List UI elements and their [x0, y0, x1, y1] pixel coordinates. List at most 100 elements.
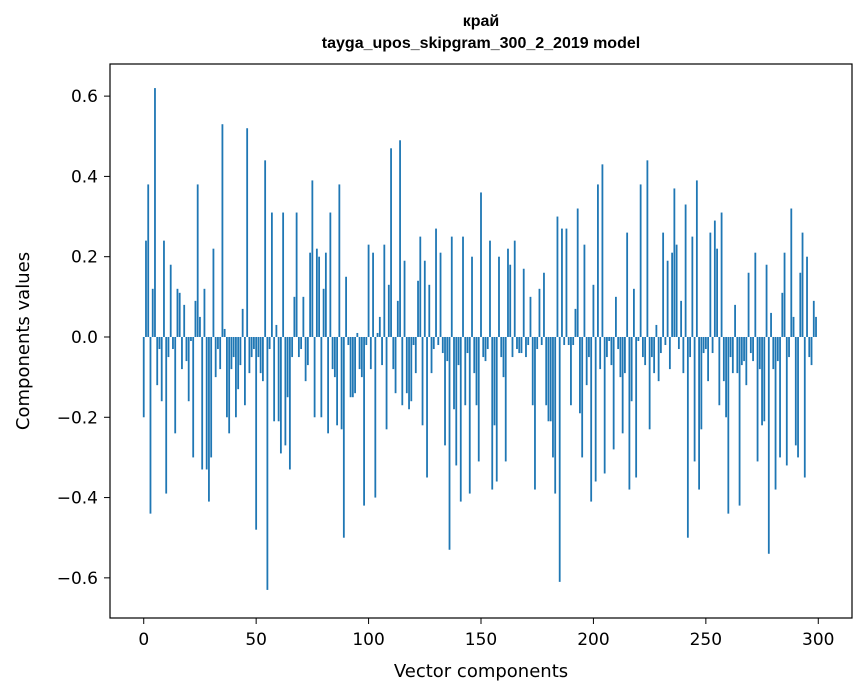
bar-25: [199, 316, 201, 337]
bar-59: [275, 324, 278, 337]
bar-107: [383, 244, 386, 337]
bar-85: [333, 336, 336, 378]
bar-263: [734, 304, 736, 337]
bar-0: [142, 336, 145, 418]
bar-203: [599, 336, 602, 370]
bar-111: [392, 336, 395, 370]
bar-291: [797, 336, 799, 458]
bar-87: [338, 184, 341, 337]
bar-272: [754, 252, 757, 337]
bar-130: [435, 228, 437, 337]
bar-121: [414, 336, 417, 374]
bar-188: [565, 228, 568, 337]
bar-208: [610, 336, 613, 366]
bar-242: [686, 336, 689, 538]
bar-103: [374, 336, 377, 498]
bar-125: [423, 260, 426, 337]
bar-159: [500, 336, 503, 358]
bar-29: [208, 336, 210, 502]
bar-221: [639, 184, 642, 337]
bar-54: [264, 160, 267, 337]
bar-162: [507, 248, 509, 337]
bar-64: [286, 336, 289, 398]
bar-134: [444, 336, 446, 446]
bar-167: [518, 336, 521, 354]
bar-60: [277, 336, 280, 422]
bar-149: [477, 336, 480, 462]
x-tick-label-0: 0: [138, 630, 149, 650]
bar-53: [262, 336, 264, 382]
bar-10: [165, 336, 168, 494]
x-axis-label: Vector components: [394, 661, 568, 682]
bar-294: [803, 336, 806, 478]
bar-24: [196, 184, 199, 337]
bar-35: [221, 124, 224, 337]
bar-96: [358, 336, 361, 370]
bar-75: [311, 180, 314, 337]
bar-93: [351, 336, 354, 398]
bar-27: [203, 288, 206, 337]
bar-285: [783, 252, 786, 337]
bar-207: [608, 336, 611, 341]
bar-146: [471, 256, 473, 337]
bar-80: [322, 288, 325, 337]
bar-180: [547, 336, 550, 422]
bar-287: [788, 336, 790, 358]
bar-174: [534, 336, 536, 490]
bar-175: [536, 336, 539, 350]
bar-244: [691, 236, 694, 337]
bar-161: [504, 336, 507, 462]
bar-30: [210, 336, 213, 458]
bar-296: [808, 336, 811, 358]
bar-115: [401, 336, 404, 406]
bar-292: [799, 272, 802, 337]
bar-215: [626, 232, 629, 337]
bar-182: [552, 336, 554, 458]
bar-65: [288, 336, 291, 470]
bar-100: [367, 244, 370, 337]
bar-102: [372, 252, 374, 337]
bar-51: [257, 336, 260, 358]
bar-86: [336, 336, 338, 426]
bar-224: [646, 160, 649, 337]
bar-214: [624, 336, 626, 374]
bar-18: [183, 304, 186, 337]
bar-256: [718, 336, 721, 406]
bar-228: [655, 324, 658, 337]
bar-74: [309, 252, 312, 337]
bar-197: [585, 336, 588, 386]
bar-201: [594, 336, 597, 482]
bar-38: [228, 336, 231, 434]
bar-4: [151, 288, 154, 337]
bar-8: [160, 336, 163, 402]
bar-295: [806, 256, 808, 337]
bar-136: [448, 336, 451, 550]
bar-160: [502, 336, 505, 378]
y-tick-label-2: −0.2: [57, 408, 98, 428]
bar-223: [644, 336, 647, 366]
bar-157: [495, 336, 498, 482]
bar-11: [167, 336, 170, 358]
bar-77: [315, 248, 318, 337]
bar-138: [453, 336, 455, 410]
bar-282: [776, 336, 779, 362]
bar-173: [531, 336, 534, 406]
bar-181: [549, 336, 552, 422]
bar-176: [538, 288, 541, 337]
bar-155: [491, 336, 494, 490]
bar-81: [324, 252, 327, 337]
bar-99: [365, 336, 368, 346]
bar-50: [255, 336, 258, 530]
bar-69: [297, 336, 300, 358]
bar-227: [653, 336, 656, 374]
bar-84: [331, 336, 334, 370]
bar-55: [266, 336, 269, 590]
bar-141: [459, 336, 462, 502]
bar-150: [480, 192, 482, 337]
plot-frame: [109, 63, 853, 619]
bar-90: [345, 276, 347, 337]
bar-17: [181, 336, 183, 370]
bar-280: [772, 336, 775, 370]
bar-209: [612, 336, 615, 450]
bar-142: [462, 236, 464, 337]
